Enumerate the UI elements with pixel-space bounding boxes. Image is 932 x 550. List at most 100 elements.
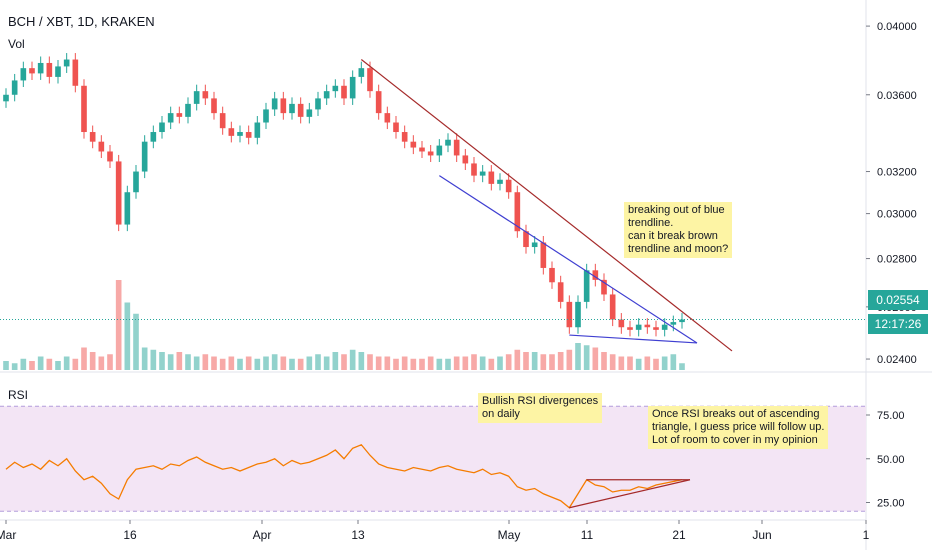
rsi-tick-label: 75.00: [877, 410, 905, 422]
candle-body: [72, 59, 79, 86]
candle-body: [393, 122, 399, 133]
volume-bar: [315, 354, 321, 370]
volume-bar: [98, 356, 105, 370]
volume-bar: [289, 358, 295, 370]
candle-body: [141, 141, 148, 172]
breakout-annotation[interactable]: breaking out of blue trendline. can it b…: [624, 202, 733, 258]
volume-bar: [89, 352, 96, 370]
volume-bar: [176, 352, 183, 370]
volume-bar: [228, 356, 235, 370]
candle-body: [427, 151, 434, 156]
divergence-annotation[interactable]: Bullish RSI divergences on daily: [478, 393, 603, 423]
candle-body: [315, 98, 321, 110]
price-tick-label: 0.02800: [877, 254, 917, 266]
volume-bar: [358, 352, 365, 370]
candle-body: [185, 103, 191, 117]
candle-body: [367, 68, 373, 92]
candle-body: [609, 294, 616, 320]
candle-body: [323, 91, 330, 99]
countdown-tag: 12:17:26: [868, 314, 928, 334]
time-tick-label: 21: [672, 528, 686, 542]
candle-body: [202, 91, 209, 99]
candle-body: [653, 327, 659, 330]
volume-bar: [531, 352, 538, 370]
volume-bar: [367, 354, 373, 370]
time-tick-label: 1: [863, 528, 870, 542]
price-tick-label: 0.03600: [877, 90, 917, 102]
candle-body: [540, 242, 547, 268]
volume-bar: [159, 352, 165, 370]
candle-body: [531, 242, 538, 248]
candle-body: [280, 98, 287, 114]
price-tick-label: 0.03000: [877, 209, 917, 221]
volume-bar: [185, 354, 191, 370]
volume-bar: [644, 356, 651, 370]
volume-bar: [436, 358, 443, 370]
volume-bar: [81, 347, 87, 370]
volume-bar: [419, 358, 425, 370]
volume-bar: [488, 358, 495, 370]
price-tick-label: 0.02400: [877, 354, 917, 366]
volume-bar: [627, 356, 633, 370]
volume-bar: [401, 356, 408, 370]
rsi-label[interactable]: RSI: [8, 388, 29, 402]
candle-body: [661, 324, 668, 330]
candle-body: [37, 62, 44, 74]
volume-bar: [471, 354, 477, 370]
volume-bar: [3, 361, 9, 370]
candle-body: [98, 141, 105, 152]
candle-body: [81, 85, 87, 133]
candle-body: [401, 132, 408, 142]
candle-body: [549, 267, 555, 283]
candle-body: [679, 319, 685, 323]
volume-bar: [349, 349, 356, 370]
time-tick-label: Mar: [0, 528, 16, 542]
candle-body: [436, 145, 443, 156]
volume-bar: [271, 354, 278, 370]
volume-bar: [37, 356, 44, 370]
candle-body: [245, 132, 252, 138]
volume-bar: [670, 354, 677, 370]
triangle-annotation[interactable]: Once RSI breaks out of ascending triangl…: [648, 406, 829, 449]
volume-bar: [375, 356, 382, 370]
candle-body: [150, 132, 157, 142]
volume-bar: [150, 349, 157, 370]
candle-body: [29, 68, 35, 74]
volume-bar: [219, 358, 226, 370]
price-pane: [0, 0, 866, 370]
volume-bar: [306, 356, 313, 370]
time-tick-label: 13: [351, 528, 365, 542]
candle-body: [159, 122, 165, 133]
volume-bar: [141, 347, 148, 370]
candle-body: [271, 98, 278, 110]
candle-body: [523, 231, 529, 248]
candle-body: [219, 113, 226, 129]
candle-body: [488, 171, 495, 184]
volume-bar: [410, 358, 417, 370]
candle-body: [592, 270, 599, 280]
volume-label[interactable]: Vol: [8, 37, 25, 51]
candle-body: [254, 122, 261, 138]
candle-body: [55, 66, 61, 77]
candle-body: [228, 128, 235, 136]
candle-body: [566, 301, 573, 328]
volume-bar: [592, 347, 599, 370]
volume-bar: [211, 356, 217, 370]
candle-body: [375, 91, 382, 114]
volume-bar: [237, 358, 243, 370]
rsi-axis[interactable]: 75.00 50.00 25.00: [866, 410, 905, 510]
candle-body: [644, 324, 651, 328]
current-price-tag: 0.02554: [868, 290, 928, 310]
candles: [0, 53, 866, 337]
symbol-title[interactable]: BCH / XBT, 1D, KRAKEN: [8, 14, 155, 29]
price-tick-label: 0.04000: [877, 21, 917, 33]
candle-body: [471, 163, 477, 176]
volume-bar: [505, 354, 512, 370]
candle-body: [419, 147, 425, 152]
time-tick-label: 11: [581, 528, 594, 542]
volume-bar: [46, 358, 53, 370]
time-tick-label: Apr: [253, 528, 272, 542]
volume-bar: [427, 356, 434, 370]
time-axis[interactable]: Mar 16 Apr 13 May 11 21 Jun 1: [0, 520, 870, 542]
